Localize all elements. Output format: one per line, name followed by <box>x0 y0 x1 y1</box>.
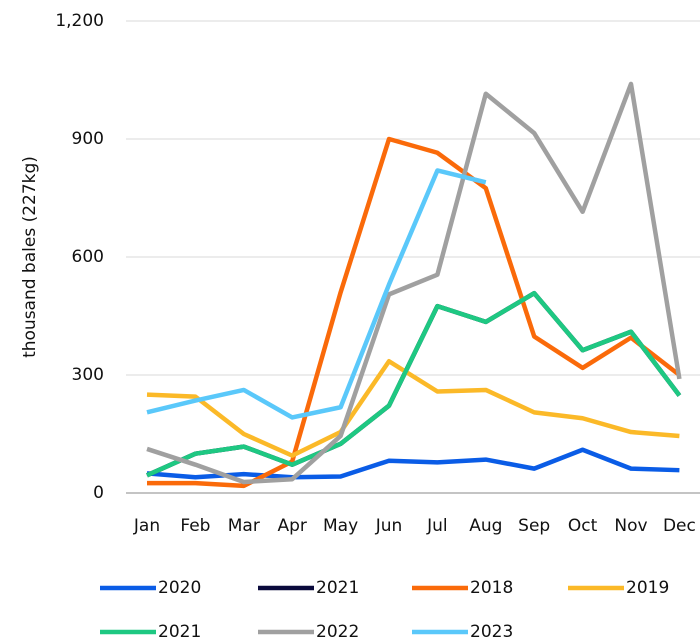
x-tick-label: Apr <box>277 516 306 536</box>
series-line <box>146 447 680 480</box>
series-line <box>146 290 682 478</box>
legend-label: 2019 <box>626 578 669 598</box>
x-tick-label: Mar <box>228 516 260 536</box>
legend-label: 2022 <box>316 622 359 642</box>
series-line <box>146 358 680 458</box>
x-tick-label: Aug <box>469 516 502 536</box>
y-tick-label: 300 <box>72 365 104 385</box>
legend-label: 2021 <box>158 622 201 642</box>
x-tick-label: Nov <box>614 516 647 536</box>
y-tick-label: 900 <box>72 129 104 149</box>
x-tick-label: Dec <box>663 516 696 536</box>
legend-label: 2021 <box>316 578 359 598</box>
x-tick-label: Sep <box>518 516 550 536</box>
series-line <box>147 136 681 489</box>
y-tick-label: 0 <box>93 483 104 503</box>
series-line <box>146 81 682 485</box>
y-axis-label: thousand bales (227kg) <box>20 156 40 358</box>
series-line <box>146 168 487 420</box>
y-tick-label: 600 <box>72 247 104 267</box>
y-tick-label: 1,200 <box>55 11 104 31</box>
x-tick-label: Jun <box>375 516 403 536</box>
x-tick-label: Jan <box>133 516 160 536</box>
x-tick-label: Jul <box>426 516 448 536</box>
legend-label: 2020 <box>158 578 201 598</box>
x-tick-label: Feb <box>180 516 210 536</box>
legend-label: 2018 <box>470 578 513 598</box>
x-tick-label: May <box>323 516 358 536</box>
x-tick-label: Oct <box>568 516 598 536</box>
legend-label: 2023 <box>470 622 513 642</box>
